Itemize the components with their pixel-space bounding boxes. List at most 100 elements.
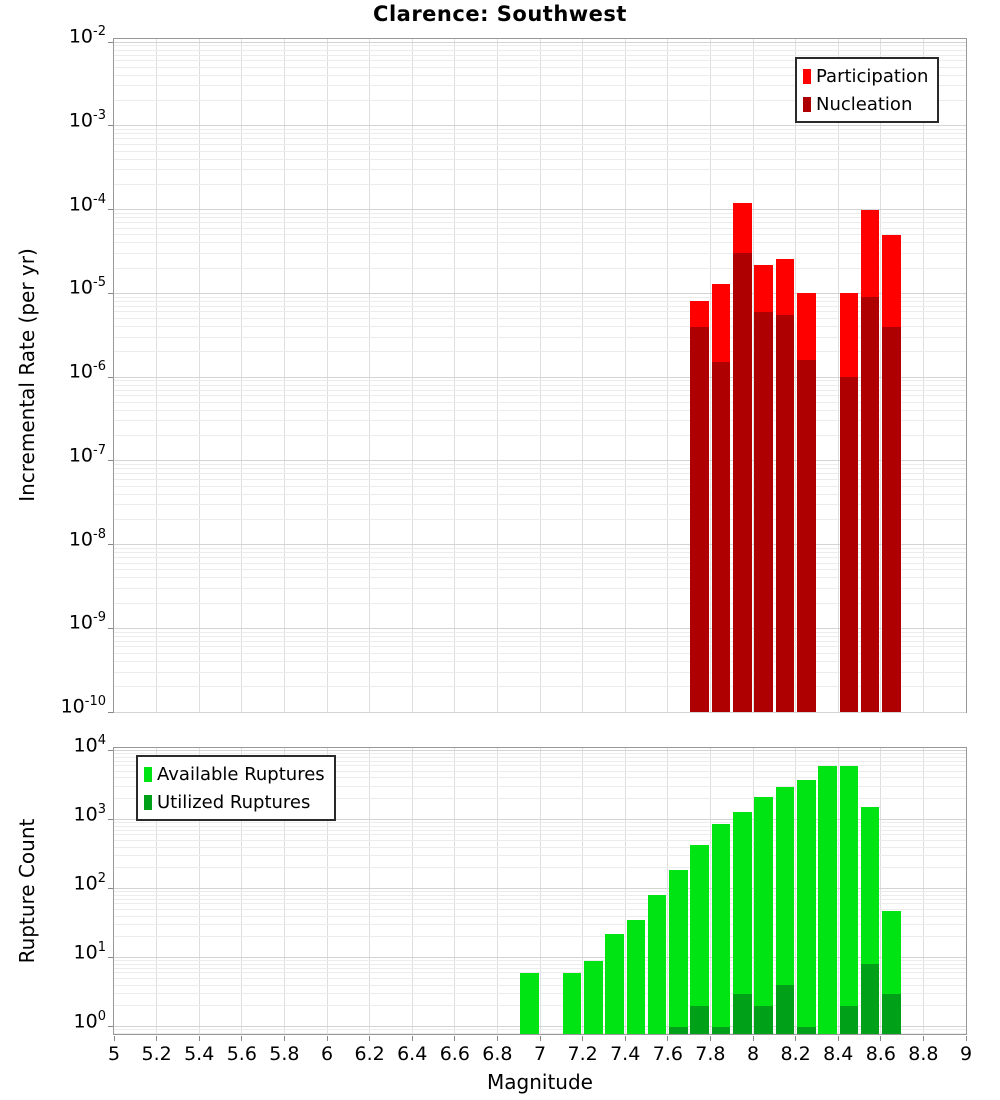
available-ruptures-bar [669,870,688,1034]
rate-plot-area: Participation Nucleation [113,38,967,713]
minor-gridline [114,138,966,140]
major-gridline [114,1026,966,1027]
minor-gridline [114,686,966,688]
x-tick-label: 5.4 [184,1043,215,1065]
minor-gridline [114,217,966,219]
magnitude-axis-label: Magnitude [487,1070,593,1094]
major-gridline [114,125,966,127]
nucleation-bar [711,362,731,712]
minor-gridline [114,786,966,788]
available-ruptures-bar [818,765,837,1034]
x-tick-mark [411,1036,413,1041]
minor-gridline [114,409,966,411]
minor-gridline [114,227,966,229]
y-tick-label: 10-10 [60,694,106,718]
minor-gridline [114,898,966,900]
minor-gridline [114,54,966,56]
y-tick-label: 10-2 [68,24,106,48]
minor-gridline [114,967,966,969]
vertical-gridline [582,39,584,712]
minor-gridline [114,384,966,386]
available-ruptures-bar [775,786,795,1034]
chart-title: Clarence: Southwest [373,2,627,26]
x-tick-mark [241,1036,243,1041]
legend-swatch-participation [803,68,811,84]
legend-label: Available Ruptures [157,763,325,785]
major-gridline [114,544,966,545]
vertical-gridline [411,748,413,1034]
x-tick-mark [113,1036,115,1041]
available-ruptures-bar [839,765,859,1034]
minor-gridline [114,569,966,571]
x-tick-label: 7.8 [695,1043,726,1065]
vertical-gridline [283,39,285,712]
minor-gridline [114,234,966,236]
minor-gridline [114,777,966,779]
minor-gridline [114,765,966,767]
minor-gridline [114,464,966,466]
minor-gridline [114,504,966,505]
x-tick-label: 5.6 [226,1043,257,1065]
minor-gridline [114,478,966,480]
minor-gridline [114,825,966,827]
vertical-gridline [880,39,882,712]
minor-gridline [114,518,966,520]
vertical-gridline [156,39,158,712]
minor-gridline [114,60,966,62]
x-tick-mark [539,1036,541,1041]
count-axis-label: Rupture Count [15,818,39,964]
minor-gridline [114,395,966,397]
utilized-ruptures-bar [669,1026,688,1034]
vertical-gridline [241,748,243,1034]
vertical-gridline [326,39,328,712]
vertical-gridline [922,748,924,1034]
x-tick-label: 5.2 [141,1043,172,1065]
minor-gridline [114,150,966,152]
vertical-gridline [880,748,882,1034]
utilized-ruptures-bar [775,985,795,1034]
utilized-ruptures-bar [733,993,752,1034]
minor-gridline [114,49,966,51]
available-ruptures-bar [647,895,667,1034]
x-tick-mark [752,1036,754,1041]
nucleation-bar [775,315,795,712]
utilized-ruptures-bar [882,993,901,1034]
vertical-gridline [667,39,669,712]
minor-gridline [114,834,966,836]
x-tick-mark [283,1036,285,1041]
x-tick-label: 6.6 [439,1043,470,1065]
legend-item: Nucleation [803,90,928,118]
minor-gridline [114,1032,966,1034]
vertical-gridline [369,748,371,1034]
minor-gridline [114,435,966,436]
x-tick-mark [922,1036,924,1041]
minor-gridline [114,798,966,800]
minor-gridline [114,45,966,47]
minor-gridline [114,891,966,893]
minor-gridline [114,753,966,755]
available-ruptures-bar [754,797,773,1034]
x-tick-label: 5 [107,1043,121,1065]
minor-gridline [114,936,966,938]
minor-gridline [114,183,966,185]
minor-gridline [114,267,966,269]
available-ruptures-bar [562,972,582,1034]
utilized-ruptures-bar [860,964,880,1034]
minor-gridline [114,557,966,558]
minor-gridline [114,602,966,604]
minor-gridline [114,485,966,487]
minor-gridline [114,100,966,102]
y-tick-label: 10-4 [68,191,106,215]
vertical-gridline [922,39,924,712]
x-tick-mark [582,1036,584,1041]
major-gridline [114,888,966,889]
minor-gridline [114,640,966,642]
minor-gridline [114,300,966,302]
x-tick-label: 8.4 [823,1043,854,1065]
minor-gridline [114,66,966,68]
x-tick-label: 5.8 [269,1043,300,1065]
vertical-gridline [795,748,797,1034]
minor-gridline [114,336,966,338]
minor-gridline [114,380,966,382]
